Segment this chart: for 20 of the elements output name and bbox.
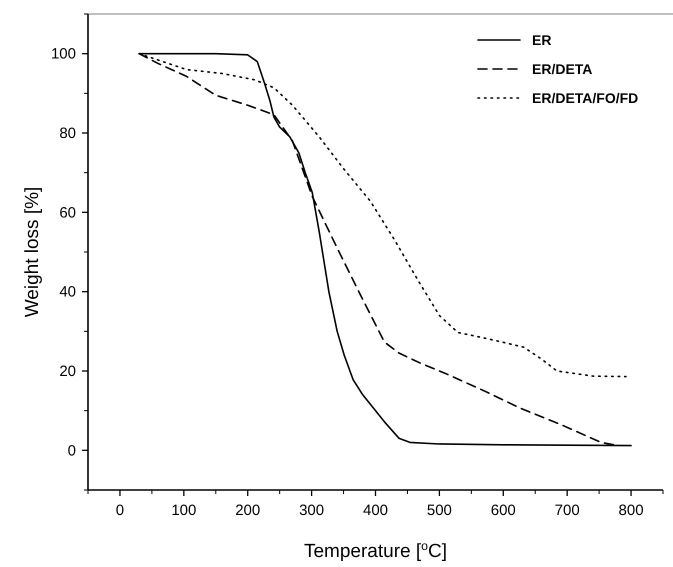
x-tick-label: 500 (426, 502, 452, 519)
x-tick-label: 800 (618, 502, 644, 519)
x-tick-label: 200 (235, 502, 260, 519)
y-tick-label: 60 (59, 204, 76, 222)
y-tick-label: 100 (50, 46, 76, 63)
x-tick-label: 300 (299, 502, 324, 519)
legend-label: ER (532, 32, 552, 48)
y-tick-label: 80 (59, 125, 76, 142)
x-tick-label: 0 (116, 502, 124, 519)
x-tick-label: 600 (490, 502, 516, 519)
y-axis-title: Weight loss [%] (22, 186, 43, 318)
x-tick-label: 100 (171, 502, 196, 519)
x-axis-title: Temperature [$^{o}$C] (304, 539, 448, 562)
legend-label: ER/DETA/FO/FD (532, 90, 638, 106)
y-tick-label: 40 (59, 284, 76, 301)
x-tick-label: 400 (362, 502, 388, 519)
legend-label: ER/DETA (532, 61, 592, 77)
y-tick-label: 0 (68, 442, 76, 460)
y-tick-label: 20 (59, 363, 76, 380)
x-tick-label: 700 (554, 502, 580, 519)
